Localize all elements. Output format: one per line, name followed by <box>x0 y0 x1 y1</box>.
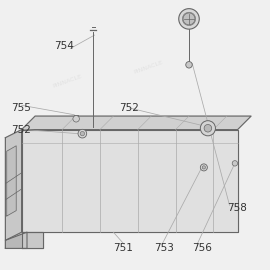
Circle shape <box>179 9 199 29</box>
Polygon shape <box>22 116 251 130</box>
Circle shape <box>186 62 192 68</box>
Text: PINNACLE: PINNACLE <box>52 73 83 89</box>
Circle shape <box>73 116 79 122</box>
Circle shape <box>78 129 87 138</box>
Circle shape <box>200 164 207 171</box>
Polygon shape <box>22 130 238 232</box>
Text: PINNACLE: PINNACLE <box>133 60 164 75</box>
Polygon shape <box>5 232 27 248</box>
Text: 752: 752 <box>119 103 139 113</box>
Polygon shape <box>7 146 16 216</box>
Circle shape <box>232 161 238 166</box>
Text: 751: 751 <box>113 243 133 254</box>
Text: 756: 756 <box>192 243 212 254</box>
Text: 754: 754 <box>54 41 74 51</box>
Text: PINNACLE: PINNACLE <box>39 154 69 170</box>
Polygon shape <box>5 130 22 240</box>
Text: 753: 753 <box>154 243 174 254</box>
Circle shape <box>183 13 195 25</box>
Text: 758: 758 <box>227 203 247 213</box>
Circle shape <box>204 124 212 132</box>
Text: 755: 755 <box>11 103 31 113</box>
Circle shape <box>200 121 215 136</box>
Text: 752: 752 <box>11 124 31 135</box>
Text: PINNACLE: PINNACLE <box>133 141 164 156</box>
Circle shape <box>80 131 85 136</box>
Polygon shape <box>22 232 43 248</box>
Circle shape <box>202 166 205 169</box>
